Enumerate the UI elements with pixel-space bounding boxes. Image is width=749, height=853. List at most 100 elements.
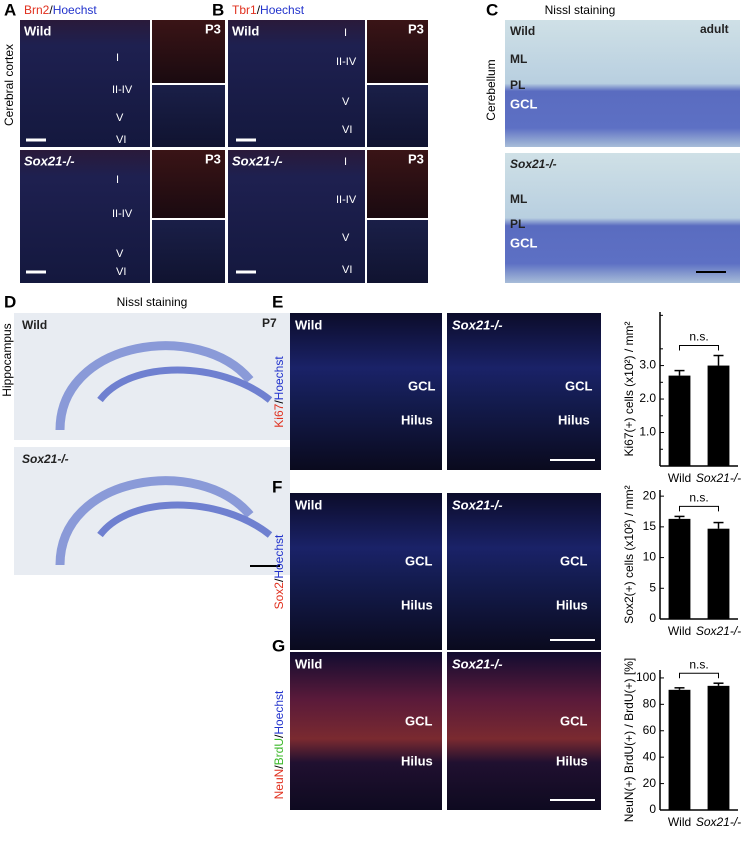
region: Hilus — [558, 412, 590, 427]
region: GCL — [560, 553, 588, 568]
region: GCL — [565, 378, 593, 393]
layer: V — [116, 248, 124, 260]
stain-label: NeuN/BrdU/Hoechst — [272, 690, 286, 799]
genotype: Sox21-/- — [22, 452, 69, 466]
region: GCL — [405, 713, 433, 728]
y-tick-label: 40 — [643, 749, 657, 763]
panel-title: Tbr1/Hoechst — [232, 3, 305, 17]
panel-title: Nissl staining — [117, 295, 188, 309]
panel-title: Brn2/Hoechst — [24, 3, 97, 17]
y-tick-label: 1.0 — [639, 425, 656, 439]
micrograph — [20, 150, 150, 283]
x-tick-label: Sox21-/- — [696, 815, 741, 829]
genotype: Wild — [510, 24, 535, 38]
layer: VI — [116, 266, 126, 278]
micrograph — [290, 313, 442, 470]
region-label: Hippocampus — [0, 323, 14, 396]
panel-letter: E — [272, 292, 283, 311]
layer: II-IV — [336, 56, 357, 68]
stage: P7 — [262, 316, 277, 330]
region: GCL — [408, 378, 436, 393]
x-tick-label: Sox21-/- — [696, 624, 741, 638]
layer: I — [116, 174, 119, 186]
layer: GCL — [510, 96, 538, 111]
layer: II-IV — [336, 194, 357, 206]
y-tick-label: 0 — [649, 611, 656, 625]
annotation: n.s. — [689, 330, 708, 344]
y-tick-label: 3.0 — [639, 358, 656, 372]
genotype: Sox21-/- — [452, 656, 503, 671]
layer: GCL — [510, 235, 538, 250]
stain: / — [49, 3, 53, 17]
y-axis-label: Sox2(+) cells (x10²) / mm² — [622, 485, 636, 623]
stage: P3 — [408, 151, 424, 166]
stain: NeuN — [272, 769, 286, 800]
genotype: Sox21-/- — [452, 497, 503, 512]
layer: VI — [116, 134, 126, 146]
stain: BrdU — [272, 738, 286, 765]
x-tick-label: Wild — [668, 624, 691, 638]
layer: I — [116, 52, 119, 64]
stain: Hoechst — [272, 690, 286, 735]
stain: Hoechst — [272, 356, 286, 401]
bar — [707, 528, 730, 619]
stain: / — [272, 734, 286, 738]
layer: ML — [510, 52, 527, 66]
stain: Ki67 — [272, 403, 286, 427]
stage: P3 — [408, 21, 424, 36]
layer: ML — [510, 192, 527, 206]
hippocampus — [55, 341, 254, 431]
stage: P3 — [205, 151, 221, 166]
y-tick-label: 20 — [643, 488, 657, 502]
inset — [152, 150, 225, 218]
layer: II-IV — [112, 84, 133, 96]
inset — [367, 20, 428, 83]
micrograph — [290, 493, 442, 650]
genotype: Wild — [295, 317, 322, 332]
layer: V — [342, 232, 350, 244]
stain: / — [272, 578, 286, 582]
bar — [668, 689, 691, 810]
genotype: Sox21-/- — [24, 153, 75, 168]
inset — [152, 220, 225, 283]
genotype: Wild — [22, 318, 47, 332]
inset — [367, 150, 428, 218]
layer: V — [116, 112, 124, 124]
hippocampus — [97, 501, 273, 538]
significance-bracket — [679, 505, 719, 512]
y-tick-label: 20 — [643, 776, 657, 790]
hippocampus — [55, 476, 254, 566]
y-tick-label: 100 — [636, 670, 656, 684]
region-label: Cerebral cortex — [2, 44, 16, 126]
inset — [152, 85, 225, 147]
region: Hilus — [401, 753, 433, 768]
significance-bracket — [679, 672, 719, 679]
region: GCL — [405, 553, 433, 568]
stain: Tbr1 — [232, 3, 257, 17]
stain-label: Ki67/Hoechst — [272, 356, 286, 428]
x-tick-label: Sox21-/- — [696, 471, 741, 485]
micrograph — [20, 20, 150, 147]
micrograph — [447, 652, 601, 810]
panel-letter: A — [4, 0, 16, 19]
y-tick-label: 60 — [643, 723, 657, 737]
bar — [707, 365, 730, 466]
region: Hilus — [401, 597, 433, 612]
x-tick-label: Wild — [668, 815, 691, 829]
region: Hilus — [401, 412, 433, 427]
panel-title: Nissl staining — [545, 3, 616, 17]
annotation: n.s. — [689, 491, 708, 505]
panel-letter: F — [272, 477, 282, 496]
inset — [152, 20, 225, 83]
layer: PL — [510, 78, 525, 92]
region: Hilus — [556, 597, 588, 612]
stain: Brn2 — [24, 3, 50, 17]
panel-letter: B — [212, 0, 224, 19]
micrograph — [228, 20, 365, 147]
layer: VI — [342, 124, 352, 136]
annotation: n.s. — [689, 657, 708, 671]
y-tick-label: 5 — [649, 580, 656, 594]
region: Hilus — [556, 753, 588, 768]
panel-letter: G — [272, 636, 285, 655]
